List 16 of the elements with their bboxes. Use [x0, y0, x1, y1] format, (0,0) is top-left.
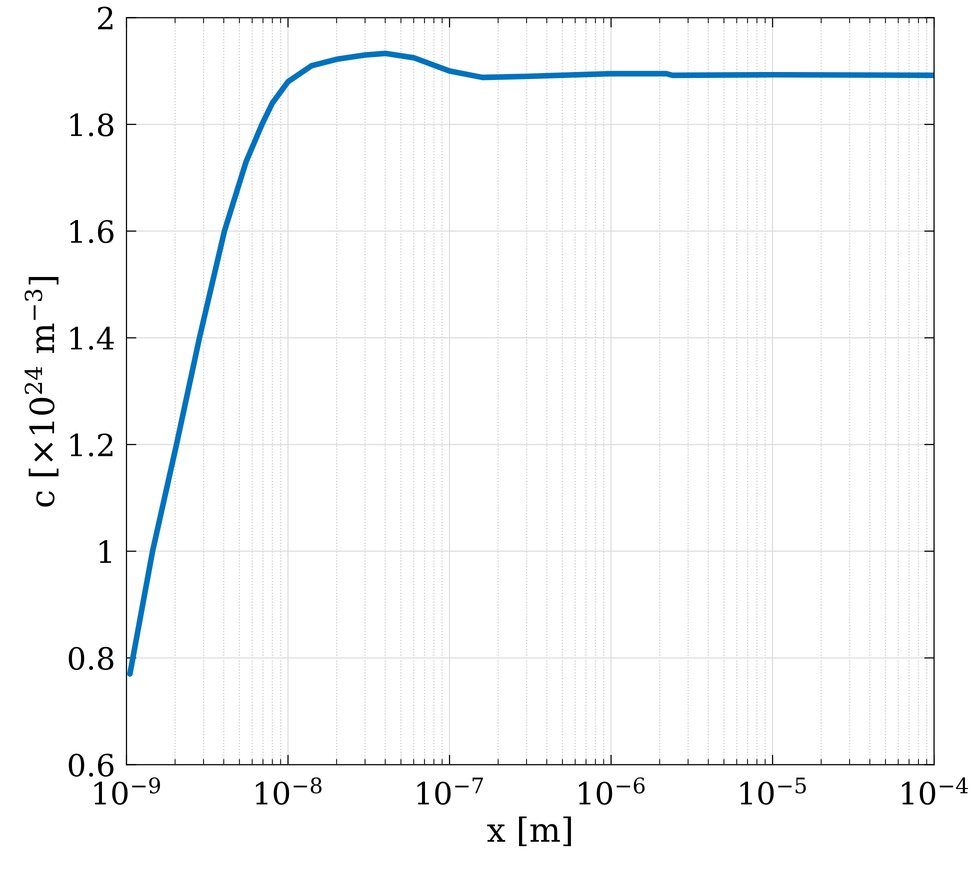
y-tick-label: 0.8 — [68, 646, 114, 670]
y-tick-label: 1.2 — [70, 433, 112, 457]
y-tick-label: 1.6 — [70, 220, 114, 244]
y-axis-title: c [×10$^{24}$ m$^{−3}$] — [24, 276, 58, 507]
y-tick-label: 0.6 — [68, 754, 114, 777]
x-axis-title: x [m] — [487, 816, 571, 846]
y-tick-label: 1 — [100, 540, 112, 563]
x-tick-label: 10$^{−4}$ — [902, 777, 968, 805]
x-tick-label: 10$^{−9}$ — [94, 777, 160, 805]
y-tick-label: 1.8 — [70, 113, 114, 136]
y-tick-label: 1.4 — [70, 326, 114, 350]
x-tick-label: 10$^{−7}$ — [418, 778, 483, 805]
y-tick-label: 2 — [98, 6, 112, 30]
x-tick-label: 10$^{−6}$ — [579, 777, 645, 805]
x-tick-label: 10$^{−5}$ — [740, 778, 806, 805]
x-tick-label: 10$^{−8}$ — [256, 777, 322, 805]
